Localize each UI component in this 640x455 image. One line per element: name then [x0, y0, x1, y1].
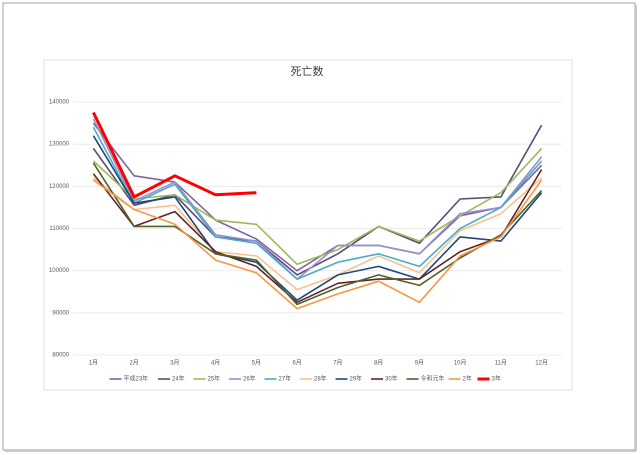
x-tick-label: 5月 [252, 360, 261, 367]
legend-label: 26年 [243, 375, 256, 383]
y-tick-label: 80000 [52, 353, 69, 359]
y-tick-label: 100000 [49, 268, 70, 274]
legend-label: 27年 [279, 375, 292, 383]
x-tick-label: 6月 [292, 360, 301, 367]
series-line [92, 177, 543, 291]
legend-label: 3年 [492, 375, 501, 383]
chart-area [43, 59, 573, 391]
x-tick-label: 7月 [333, 360, 342, 367]
legend-label: 28年 [314, 375, 327, 383]
x-tick-label: 4月 [211, 360, 220, 367]
legend-label: 30年 [385, 375, 398, 383]
legend-label: 平成23年 [124, 375, 149, 383]
series-line [92, 135, 543, 301]
x-tick-label: 2月 [129, 360, 138, 367]
chart-title: 死亡数 [291, 64, 324, 78]
legend-label: 29年 [350, 375, 363, 383]
y-tick-label: 110000 [49, 226, 69, 232]
x-tick-label: 1月 [89, 360, 98, 367]
x-tick-label: 3月 [170, 360, 179, 367]
y-tick-label: 130000 [49, 142, 70, 148]
series-line [92, 118, 543, 280]
y-tick-label: 120000 [49, 184, 70, 190]
x-tick-label: 9月 [415, 360, 424, 367]
y-tick-label: 90000 [52, 310, 69, 316]
series-line [92, 122, 543, 272]
x-tick-label: 12月 [535, 360, 548, 367]
legend-label: 2年 [463, 375, 472, 383]
x-tick-label: 10月 [454, 360, 467, 367]
series-line [92, 111, 257, 199]
legend-label: 25年 [208, 375, 221, 383]
legend-label: 24年 [172, 375, 185, 383]
series-line [92, 169, 543, 304]
series-line [92, 124, 543, 276]
legend-label: 令和元年 [421, 375, 445, 383]
x-tick-label: 11月 [495, 360, 507, 367]
series-line [92, 162, 543, 306]
series-line [92, 126, 543, 280]
y-tick-label: 140000 [49, 100, 70, 106]
series-line [92, 179, 543, 310]
x-tick-label: 8月 [374, 360, 383, 367]
